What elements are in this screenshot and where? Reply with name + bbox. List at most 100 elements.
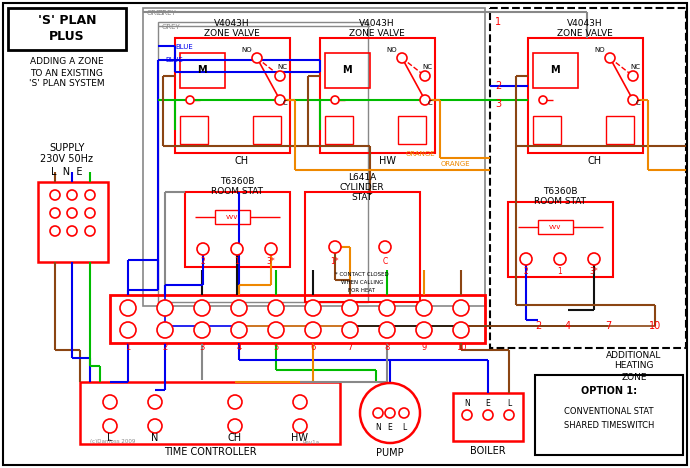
Text: PUMP: PUMP <box>376 448 404 458</box>
Circle shape <box>504 410 514 420</box>
Text: 1*: 1* <box>331 257 339 266</box>
Circle shape <box>379 300 395 316</box>
Text: BOILER: BOILER <box>470 446 506 456</box>
Text: N: N <box>464 398 470 408</box>
Text: NO: NO <box>595 47 605 53</box>
Text: CH: CH <box>235 156 249 166</box>
Circle shape <box>252 53 262 63</box>
Bar <box>538 220 573 234</box>
Circle shape <box>399 408 409 418</box>
Circle shape <box>148 419 162 433</box>
Text: ZONE VALVE: ZONE VALVE <box>557 29 613 37</box>
Circle shape <box>103 419 117 433</box>
Text: BLUE: BLUE <box>175 44 193 50</box>
Circle shape <box>85 190 95 200</box>
Text: BLUE: BLUE <box>165 57 183 63</box>
Circle shape <box>453 300 469 316</box>
Text: 'S' PLAN SYSTEM: 'S' PLAN SYSTEM <box>29 80 105 88</box>
Text: (c)Danfoss 2009: (c)Danfoss 2009 <box>90 439 135 445</box>
Bar <box>320 38 435 153</box>
Circle shape <box>197 243 209 255</box>
Circle shape <box>305 322 321 338</box>
Text: L: L <box>507 398 511 408</box>
Bar <box>535 375 683 455</box>
Text: 9: 9 <box>422 344 426 352</box>
Circle shape <box>50 208 60 218</box>
Circle shape <box>67 208 77 218</box>
Text: Rev1a: Rev1a <box>303 439 320 445</box>
Bar <box>158 22 368 302</box>
Text: ADDITIONAL: ADDITIONAL <box>607 351 662 359</box>
Circle shape <box>293 395 307 409</box>
Text: NC: NC <box>277 64 287 70</box>
Text: 1: 1 <box>235 257 239 266</box>
Bar <box>253 116 281 144</box>
Circle shape <box>265 243 277 255</box>
Circle shape <box>420 71 430 81</box>
Text: PLUS: PLUS <box>49 30 85 44</box>
Bar <box>325 53 370 88</box>
Circle shape <box>275 95 285 105</box>
Circle shape <box>342 300 358 316</box>
Bar <box>38 182 108 262</box>
Circle shape <box>67 190 77 200</box>
Circle shape <box>157 322 173 338</box>
Text: ROOM STAT: ROOM STAT <box>211 187 263 196</box>
Text: ADDING A ZONE: ADDING A ZONE <box>30 58 104 66</box>
Text: GREY: GREY <box>147 10 166 16</box>
Text: HEATING: HEATING <box>614 361 653 371</box>
Text: 3*: 3* <box>266 257 275 266</box>
Text: 3*: 3* <box>590 268 598 277</box>
Text: GREY: GREY <box>158 10 177 16</box>
Circle shape <box>628 71 638 81</box>
Text: ORANGE: ORANGE <box>405 151 435 157</box>
Text: V4043H: V4043H <box>567 19 603 28</box>
Circle shape <box>588 253 600 265</box>
Text: NC: NC <box>422 64 432 70</box>
Text: C: C <box>382 257 388 266</box>
Circle shape <box>120 300 136 316</box>
Bar <box>143 8 485 306</box>
Circle shape <box>305 300 321 316</box>
Text: 7: 7 <box>347 344 353 352</box>
Bar <box>533 116 561 144</box>
Circle shape <box>360 383 420 443</box>
Text: 8: 8 <box>384 344 390 352</box>
Circle shape <box>231 300 247 316</box>
Bar <box>453 393 523 441</box>
Text: HW: HW <box>291 433 308 443</box>
Text: CYLINDER: CYLINDER <box>339 183 384 191</box>
Text: ZONE VALVE: ZONE VALVE <box>349 29 405 37</box>
Bar <box>606 116 634 144</box>
Text: 1: 1 <box>495 17 501 27</box>
Circle shape <box>462 410 472 420</box>
Circle shape <box>268 322 284 338</box>
Text: 4: 4 <box>565 321 571 331</box>
Circle shape <box>148 395 162 409</box>
Text: ZONE: ZONE <box>621 373 647 381</box>
Circle shape <box>103 395 117 409</box>
Circle shape <box>483 410 493 420</box>
Text: 1: 1 <box>558 268 562 277</box>
Circle shape <box>342 322 358 338</box>
Circle shape <box>67 226 77 236</box>
Text: 3: 3 <box>495 99 501 109</box>
Bar <box>110 295 485 343</box>
Circle shape <box>331 96 339 104</box>
Text: 2: 2 <box>535 321 541 331</box>
Text: E: E <box>388 423 393 431</box>
Text: 'S' PLAN: 'S' PLAN <box>38 15 96 28</box>
Text: FOR HEAT: FOR HEAT <box>348 288 375 293</box>
Bar <box>398 116 426 144</box>
Circle shape <box>228 419 242 433</box>
Text: NO: NO <box>241 47 253 53</box>
Text: 2: 2 <box>162 344 168 352</box>
Circle shape <box>157 300 173 316</box>
Text: N: N <box>151 433 159 443</box>
Text: 3: 3 <box>199 344 205 352</box>
Text: V4043H: V4043H <box>359 19 395 28</box>
Text: vvv: vvv <box>226 214 238 220</box>
Bar <box>180 116 208 144</box>
Circle shape <box>453 322 469 338</box>
Text: * CONTACT CLOSED: * CONTACT CLOSED <box>335 272 389 278</box>
